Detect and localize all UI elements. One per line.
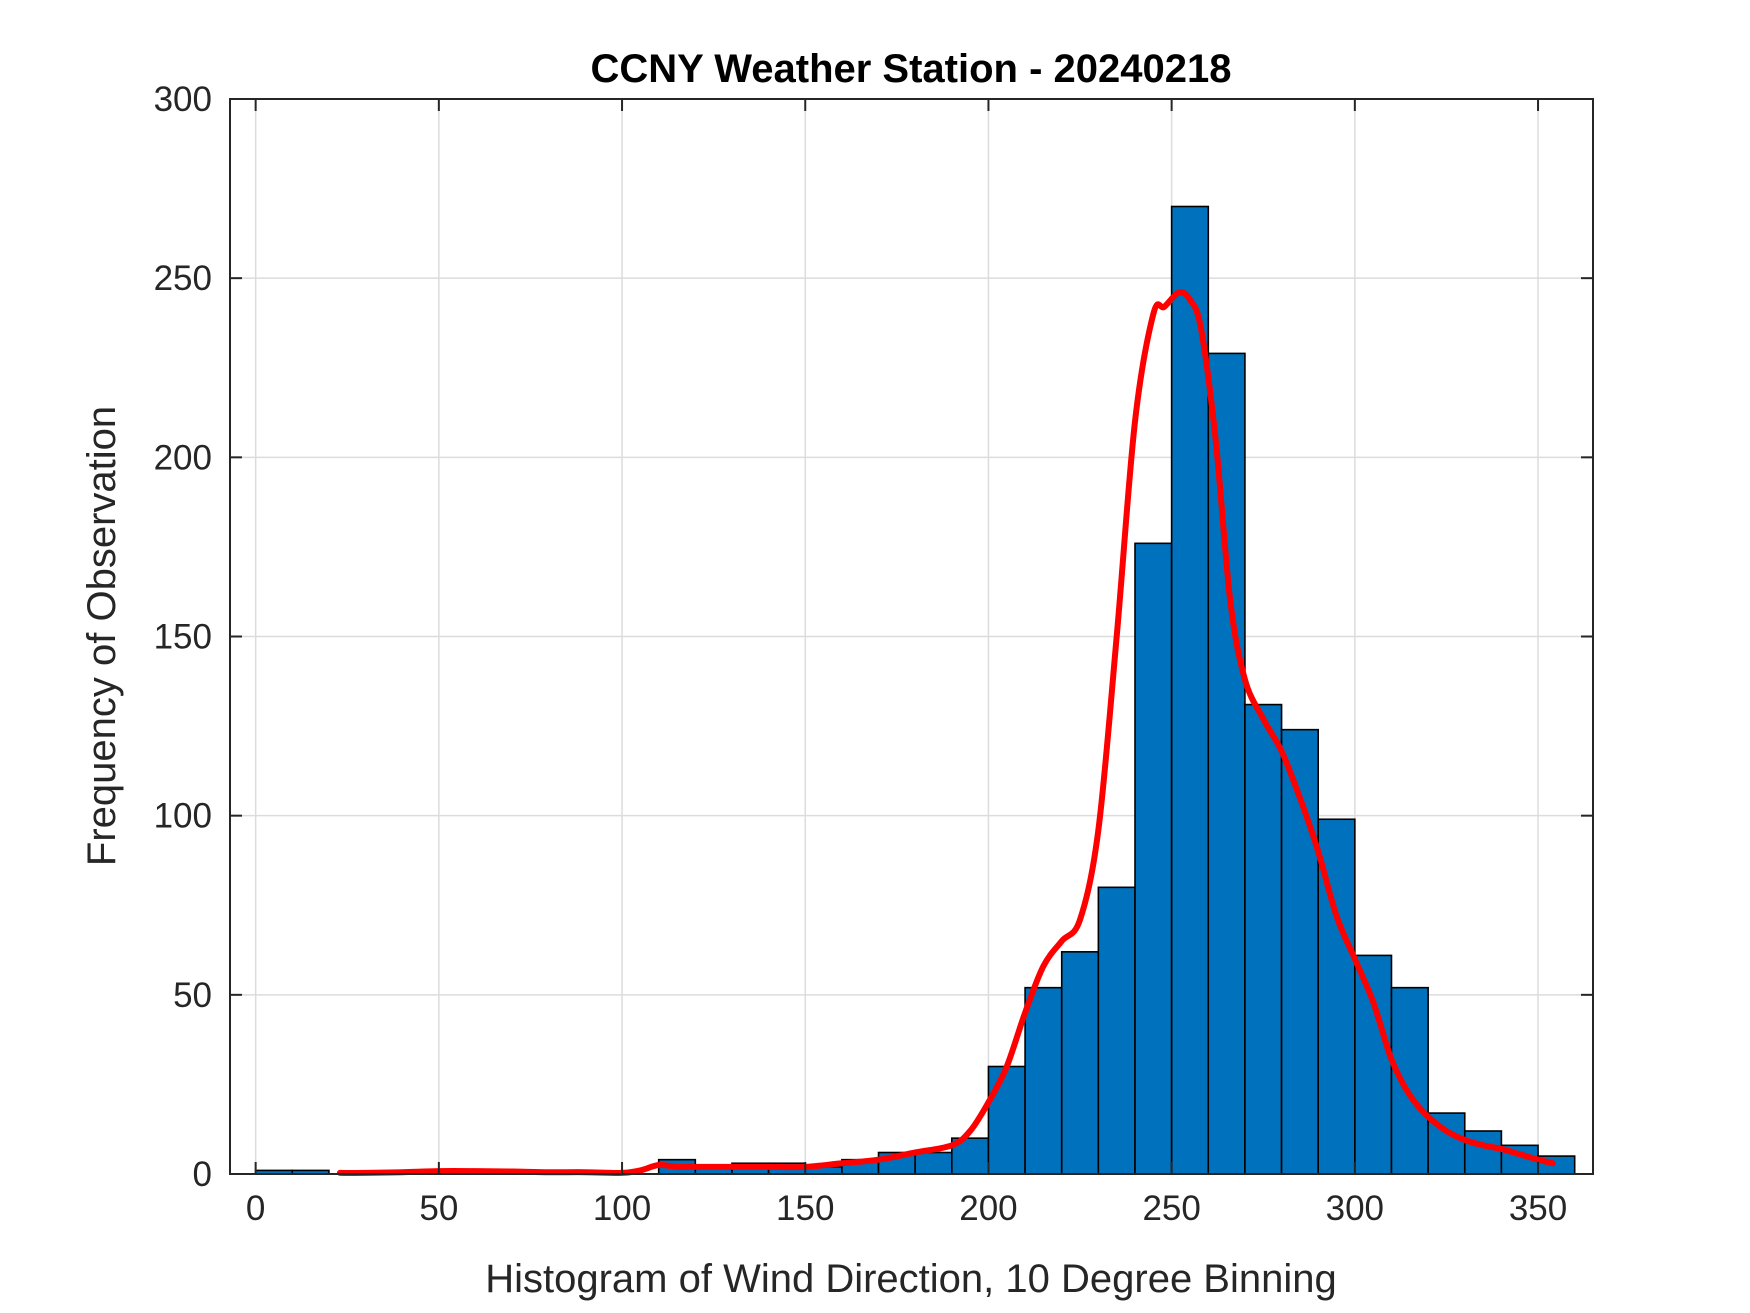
- y-axis-label: Frequency of Observation: [80, 406, 124, 866]
- x-tick-label: 0: [246, 1189, 265, 1228]
- histogram-bar: [1097, 886, 1136, 1175]
- histogram-bar: [1060, 951, 1100, 1175]
- x-tick-label: 250: [1142, 1189, 1200, 1228]
- histogram-bar: [1390, 986, 1429, 1175]
- histogram-bar: [1463, 1130, 1503, 1175]
- y-tick-label: 250: [154, 259, 212, 298]
- histogram-bar: [1134, 542, 1173, 1175]
- fit-curve: [336, 289, 1556, 1176]
- y-tick-label: 200: [154, 438, 212, 477]
- histogram-bar: [1207, 352, 1246, 1175]
- x-axis-label: Histogram of Wind Direction, 10 Degree B…: [485, 1257, 1337, 1301]
- x-tick-label: 300: [1326, 1189, 1384, 1228]
- x-tick-label: 50: [419, 1189, 458, 1228]
- x-tick-label: 200: [959, 1189, 1017, 1228]
- y-tick-label: 0: [193, 1155, 212, 1194]
- y-tick-label: 300: [154, 80, 212, 119]
- x-tick-label: 350: [1509, 1189, 1567, 1228]
- histogram-bar: [1354, 954, 1393, 1175]
- chart-title: CCNY Weather Station - 20240218: [591, 47, 1232, 91]
- x-tick-label: 150: [776, 1189, 834, 1228]
- histogram-bars: [254, 205, 1576, 1175]
- y-tick-label: 100: [154, 797, 212, 836]
- x-tick-label: 100: [593, 1189, 651, 1228]
- y-tick-label: 50: [173, 976, 212, 1015]
- y-tick-label: 150: [154, 618, 212, 657]
- axis-ticks: 0 50 100 150 200 250 300 350 0 50 100 150 200 250 300: [154, 80, 1593, 1228]
- histogram-bar: [1024, 986, 1063, 1175]
- histogram-bar: [987, 1065, 1026, 1175]
- histogram-bar: [1244, 703, 1283, 1175]
- histogram-bar: [914, 1151, 953, 1175]
- fit-curve-line: [336, 289, 1556, 1176]
